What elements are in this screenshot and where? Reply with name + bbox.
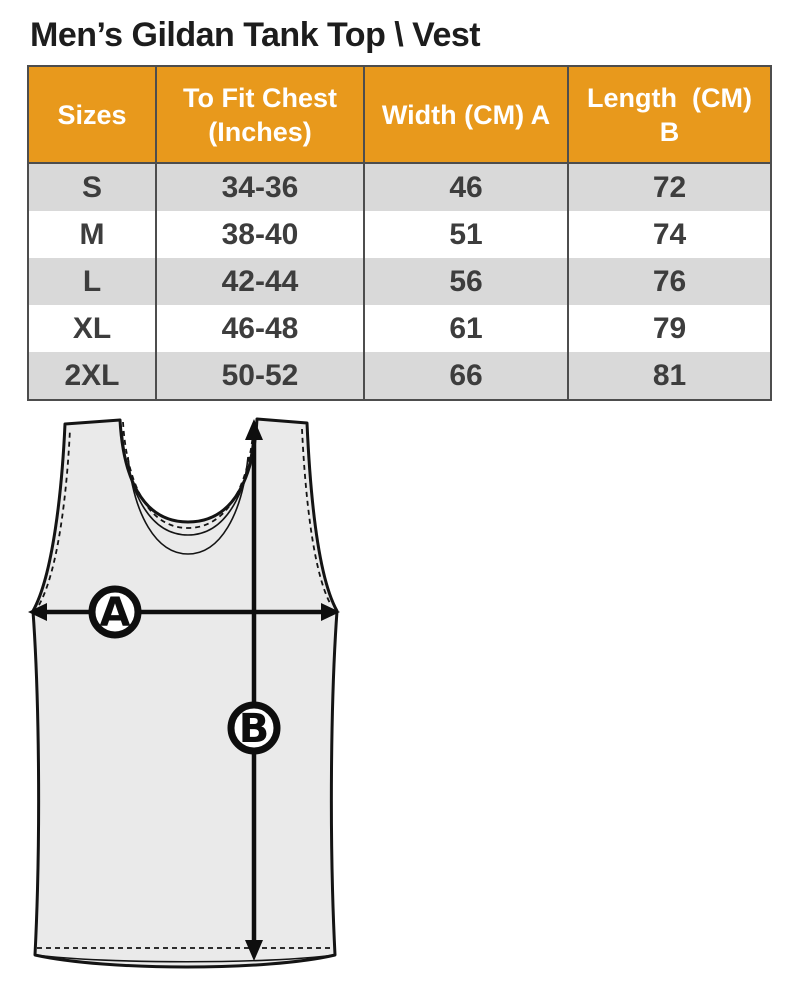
size-chart-table: Sizes To Fit Chest (Inches) Width (CM) A… bbox=[27, 65, 772, 401]
width-cell: 56 bbox=[363, 258, 567, 305]
header-chest-line2: (Inches) bbox=[208, 116, 312, 147]
table-row: M 38-40 51 74 bbox=[29, 211, 770, 258]
arrow-right-head bbox=[321, 603, 340, 621]
length-label-b: B bbox=[239, 706, 270, 752]
header-sizes-label: Sizes bbox=[57, 99, 127, 130]
chest-cell: 50-52 bbox=[155, 352, 363, 399]
tank-top-measurement-diagram: A B bbox=[28, 417, 340, 969]
width-cell: 46 bbox=[363, 164, 567, 211]
length-cell: 76 bbox=[567, 258, 770, 305]
left-armhole-stitch-line bbox=[38, 428, 71, 606]
chest-cell: 46-48 bbox=[155, 305, 363, 352]
length-cell: 74 bbox=[567, 211, 770, 258]
length-cell: 72 bbox=[567, 164, 770, 211]
size-cell: 2XL bbox=[29, 352, 155, 399]
arrow-up-head bbox=[245, 419, 263, 440]
size-cell: XL bbox=[29, 305, 155, 352]
length-arrow-b bbox=[245, 419, 263, 961]
length-cell: 81 bbox=[567, 352, 770, 399]
header-chest-line1: To Fit Chest bbox=[183, 82, 337, 113]
right-armhole-stitch-line bbox=[301, 428, 332, 606]
neck-stitch-line bbox=[122, 421, 255, 529]
size-cell: S bbox=[29, 164, 155, 211]
header-length-line1: Length (CM) bbox=[587, 82, 752, 113]
width-cell: 66 bbox=[363, 352, 567, 399]
width-label-badge: A bbox=[88, 585, 142, 639]
table-header-row: Sizes To Fit Chest (Inches) Width (CM) A… bbox=[29, 67, 770, 164]
length-cell: 79 bbox=[567, 305, 770, 352]
length-label-badge: B bbox=[227, 701, 281, 755]
size-cell: L bbox=[29, 258, 155, 305]
chest-cell: 38-40 bbox=[155, 211, 363, 258]
header-length-line2: B bbox=[659, 116, 680, 147]
table-row: XL 46-48 61 79 bbox=[29, 305, 770, 352]
tank-top-body bbox=[31, 417, 339, 969]
header-sizes: Sizes bbox=[29, 67, 155, 164]
bottom-hem-seam bbox=[34, 954, 336, 963]
header-width: Width (CM) A bbox=[363, 67, 567, 164]
arrow-down-head bbox=[245, 940, 263, 961]
chest-cell: 34-36 bbox=[155, 164, 363, 211]
width-label-a: A bbox=[100, 590, 131, 636]
page-title: Men’s Gildan Tank Top \ Vest bbox=[30, 16, 481, 54]
inner-neck-seam bbox=[127, 456, 249, 555]
table-row: L 42-44 56 76 bbox=[29, 258, 770, 305]
chest-cell: 42-44 bbox=[155, 258, 363, 305]
width-cell: 51 bbox=[363, 211, 567, 258]
width-cell: 61 bbox=[363, 305, 567, 352]
header-width-label: Width (CM) A bbox=[381, 99, 551, 130]
table-row: S 34-36 46 72 bbox=[29, 164, 770, 211]
size-cell: M bbox=[29, 211, 155, 258]
header-length: Length (CM) B bbox=[567, 67, 770, 164]
header-chest: To Fit Chest (Inches) bbox=[155, 67, 363, 164]
arrow-left-head bbox=[28, 603, 47, 621]
table-row: 2XL 50-52 66 81 bbox=[29, 352, 770, 399]
